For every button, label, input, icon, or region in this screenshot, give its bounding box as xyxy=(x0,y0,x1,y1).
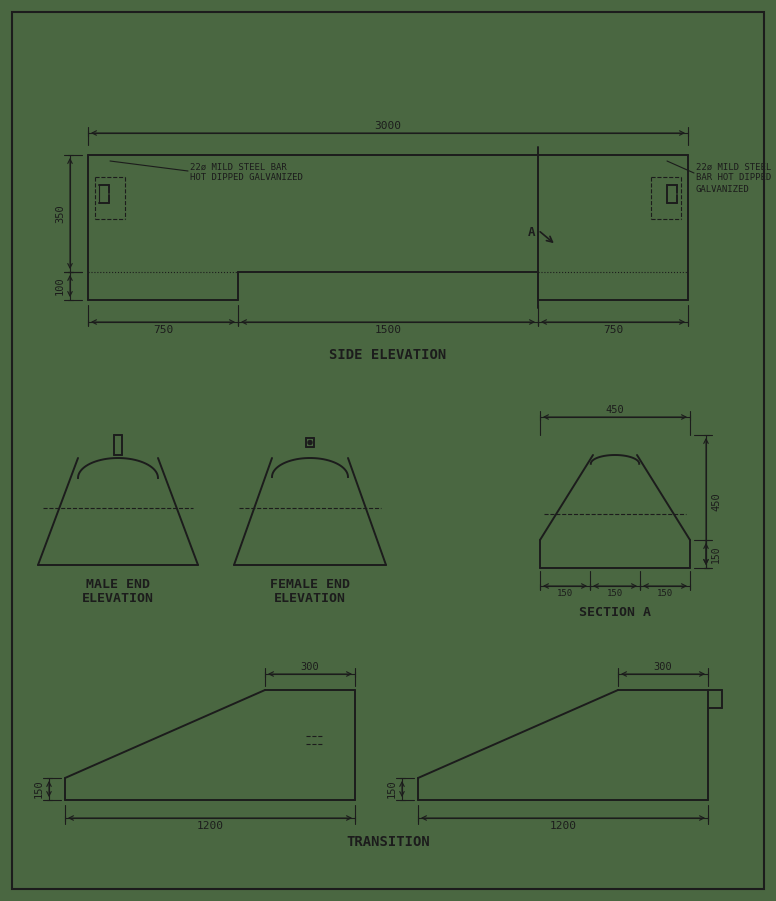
Text: 1500: 1500 xyxy=(375,325,401,335)
Text: 150: 150 xyxy=(34,779,44,798)
Text: SIDE ELEVATION: SIDE ELEVATION xyxy=(329,348,447,362)
Text: 1200: 1200 xyxy=(196,821,223,831)
Text: TRANSITION: TRANSITION xyxy=(346,835,430,849)
Text: SECTION A: SECTION A xyxy=(579,606,651,620)
Text: 150: 150 xyxy=(387,779,397,798)
Text: 150: 150 xyxy=(711,545,721,563)
Text: 150: 150 xyxy=(607,589,623,598)
Circle shape xyxy=(308,441,312,444)
Text: ELEVATION: ELEVATION xyxy=(82,591,154,605)
Text: GALVANIZED: GALVANIZED xyxy=(696,185,750,194)
Text: 3000: 3000 xyxy=(375,121,401,131)
Text: 350: 350 xyxy=(55,205,65,223)
Text: BAR HOT DIPPED: BAR HOT DIPPED xyxy=(696,174,771,183)
Text: 300: 300 xyxy=(300,662,320,672)
Text: 750: 750 xyxy=(153,325,173,335)
Text: 100: 100 xyxy=(55,277,65,296)
Text: ELEVATION: ELEVATION xyxy=(274,591,346,605)
Text: 22ø MILD STEEL BAR: 22ø MILD STEEL BAR xyxy=(190,162,287,171)
Text: MALE END: MALE END xyxy=(86,578,150,591)
Text: 150: 150 xyxy=(557,589,573,598)
Text: 750: 750 xyxy=(603,325,623,335)
Text: 450: 450 xyxy=(605,405,625,415)
Text: FEMALE END: FEMALE END xyxy=(270,578,350,591)
Text: 1200: 1200 xyxy=(549,821,577,831)
Text: 300: 300 xyxy=(653,662,672,672)
Text: 22ø MILD STEEL: 22ø MILD STEEL xyxy=(696,162,771,171)
Text: HOT DIPPED GALVANIZED: HOT DIPPED GALVANIZED xyxy=(190,174,303,183)
Text: 450: 450 xyxy=(711,492,721,511)
Text: A: A xyxy=(528,226,535,240)
Text: 150: 150 xyxy=(657,589,673,598)
